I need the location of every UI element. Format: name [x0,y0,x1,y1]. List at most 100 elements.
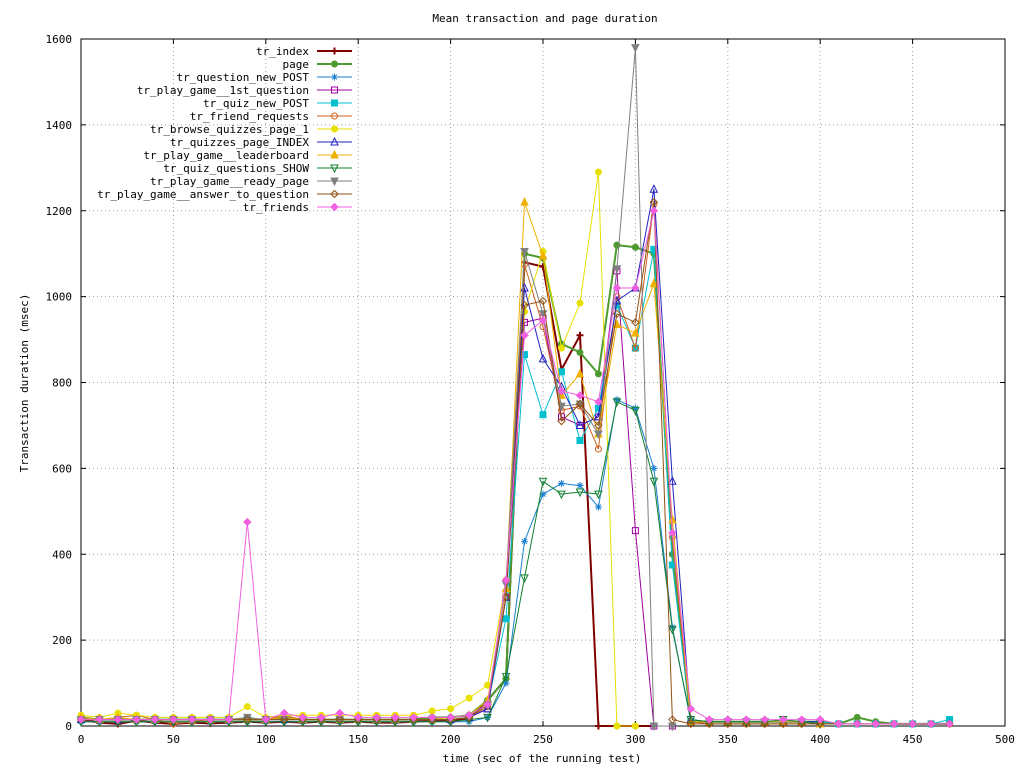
data-point [686,704,696,714]
series-tr-browse-quizzes-page-1 [77,168,639,730]
data-point [631,406,640,416]
data-point [521,537,529,545]
y-tick-label: 800 [52,377,72,390]
data-point [668,514,677,524]
data-point [594,490,603,500]
data-point [631,44,640,53]
data-point [501,673,511,682]
legend-swatch-marker [330,177,339,187]
data-point [852,719,862,729]
data-point [705,719,714,729]
legend-entry: tr_index [256,45,352,58]
series-tr-play-game-ready-page [76,44,677,732]
data-point [539,490,547,498]
data-point [576,436,584,444]
data-point [575,399,585,409]
data-point [447,705,455,713]
data-point [261,715,271,724]
data-point [280,715,289,724]
data-point [538,296,548,306]
data-point [649,184,659,193]
series-tr-quiz-new-post [77,245,954,728]
data-point [631,318,640,327]
data-point [390,713,400,722]
data-point [243,517,252,527]
legend-swatch-marker [330,202,339,212]
data-point [243,715,252,724]
x-tick-label: 350 [718,733,738,746]
data-point [502,615,510,623]
data-point [668,528,677,537]
data-point [169,715,178,724]
data-point [483,713,492,723]
data-point [889,719,899,729]
data-point [686,719,696,729]
legend-entry: tr_friends [243,201,352,214]
data-point [908,719,917,729]
x-tick-label: 150 [348,733,368,746]
series-tr-index [77,258,658,730]
data-point [538,353,548,363]
data-point [594,397,603,407]
data-point [557,416,566,426]
legend-label: tr_quiz_questions_SHOW [163,162,309,175]
legend-label: tr_browse_quizzes_page_1 [150,123,309,136]
data-point [612,265,622,274]
series-tr-play-game-1st-question [77,267,676,730]
x-tick-label: 0 [78,733,85,746]
x-tick-label: 50 [167,733,180,746]
data-point [650,464,658,472]
x-tick-label: 200 [441,733,461,746]
data-point [428,707,436,715]
data-point [557,386,566,396]
data-point [815,715,825,724]
data-point [742,715,751,724]
legend-swatch-marker [330,136,339,146]
data-point [649,206,659,215]
x-tick-label: 400 [810,733,830,746]
data-point [557,368,565,376]
data-point [76,715,86,724]
y-tick-label: 600 [52,462,72,475]
data-point [612,309,622,319]
data-point [538,477,548,487]
data-point [132,715,141,724]
legend-entry: tr_question_new_POST [177,71,352,84]
legend-entry: tr_friend_requests [190,110,352,123]
data-point [520,331,529,340]
legend-swatch-marker [331,125,338,133]
data-point [631,344,639,352]
data-point [668,625,677,635]
data-point [317,713,326,722]
data-point [520,248,529,257]
data-point [686,716,696,726]
legend-label: tr_play_game__answer_to_question [97,188,309,201]
x-axis-label: time (sec of the running test) [443,752,642,765]
legend-entry: tr_play_game__answer_to_question [97,188,352,201]
data-point [686,716,696,725]
data-point [649,197,659,207]
data-point [613,396,621,404]
legend-swatch-marker [331,73,338,81]
data-point [95,715,104,724]
data-point [779,719,788,729]
legend-label: tr_play_game__leaderboard [143,149,309,162]
data-point [668,715,677,724]
data-point [483,703,492,713]
y-tick-label: 200 [52,634,72,647]
data-point [520,574,529,583]
x-tick-label: 450 [903,733,923,746]
grid-lines [81,39,1005,726]
data-point [575,391,585,400]
x-tick-labels: 0 50 100 150 200 250 300 350 400 450 500 [78,733,1015,746]
series-line [81,270,673,727]
legend-entry: tr_play_game__leaderboard [143,149,352,162]
data-point [280,708,289,718]
data-point [926,719,936,729]
data-point [353,713,363,722]
x-tick-label: 100 [256,733,276,746]
y-tick-labels: 0 200 400 600 800 1000 1200 1400 1600 [46,33,73,733]
legend-label: page [283,58,310,71]
data-point [834,719,843,729]
data-point [612,283,622,293]
